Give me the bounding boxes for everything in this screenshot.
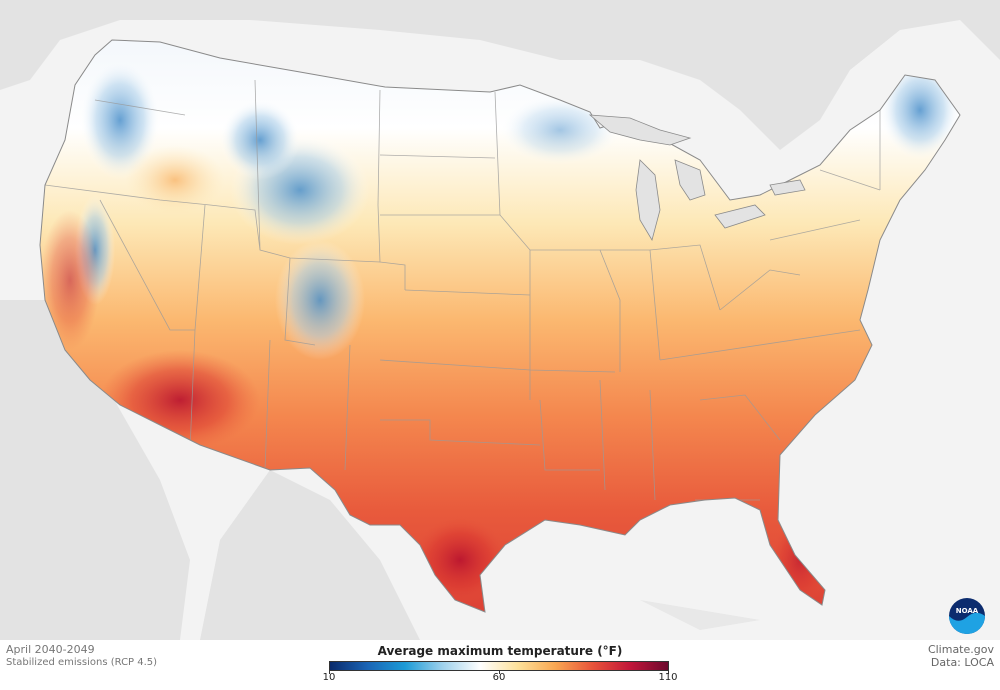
legend-tick-mark-max xyxy=(668,671,669,674)
surrounding-land xyxy=(0,0,1000,640)
legend-color-bar xyxy=(329,661,669,671)
legend-tick-mark-min xyxy=(329,671,330,674)
legend-tick-min: 10 xyxy=(322,672,336,683)
map-footer: April 2040-2049 Stabilized emissions (RC… xyxy=(0,640,1000,690)
legend-tick-max: 110 xyxy=(658,672,678,683)
legend-title: Average maximum temperature (°F) xyxy=(377,644,623,658)
scenario-label: Stabilized emissions (RCP 4.5) xyxy=(6,657,158,668)
credit-data: Data: LOCA xyxy=(930,656,994,669)
noaa-logo: NOAA xyxy=(949,598,985,634)
great-lakes xyxy=(588,114,806,242)
legend-tick-mark-mid xyxy=(499,671,500,674)
svg-text:NOAA: NOAA xyxy=(956,607,979,615)
credit-site: Climate.gov xyxy=(927,643,994,656)
period-label: April 2040-2049 xyxy=(6,643,95,656)
state-boundaries xyxy=(44,79,881,501)
legend-tick-mid: 60 xyxy=(492,672,506,683)
temperature-map: NOAA xyxy=(0,0,1000,640)
